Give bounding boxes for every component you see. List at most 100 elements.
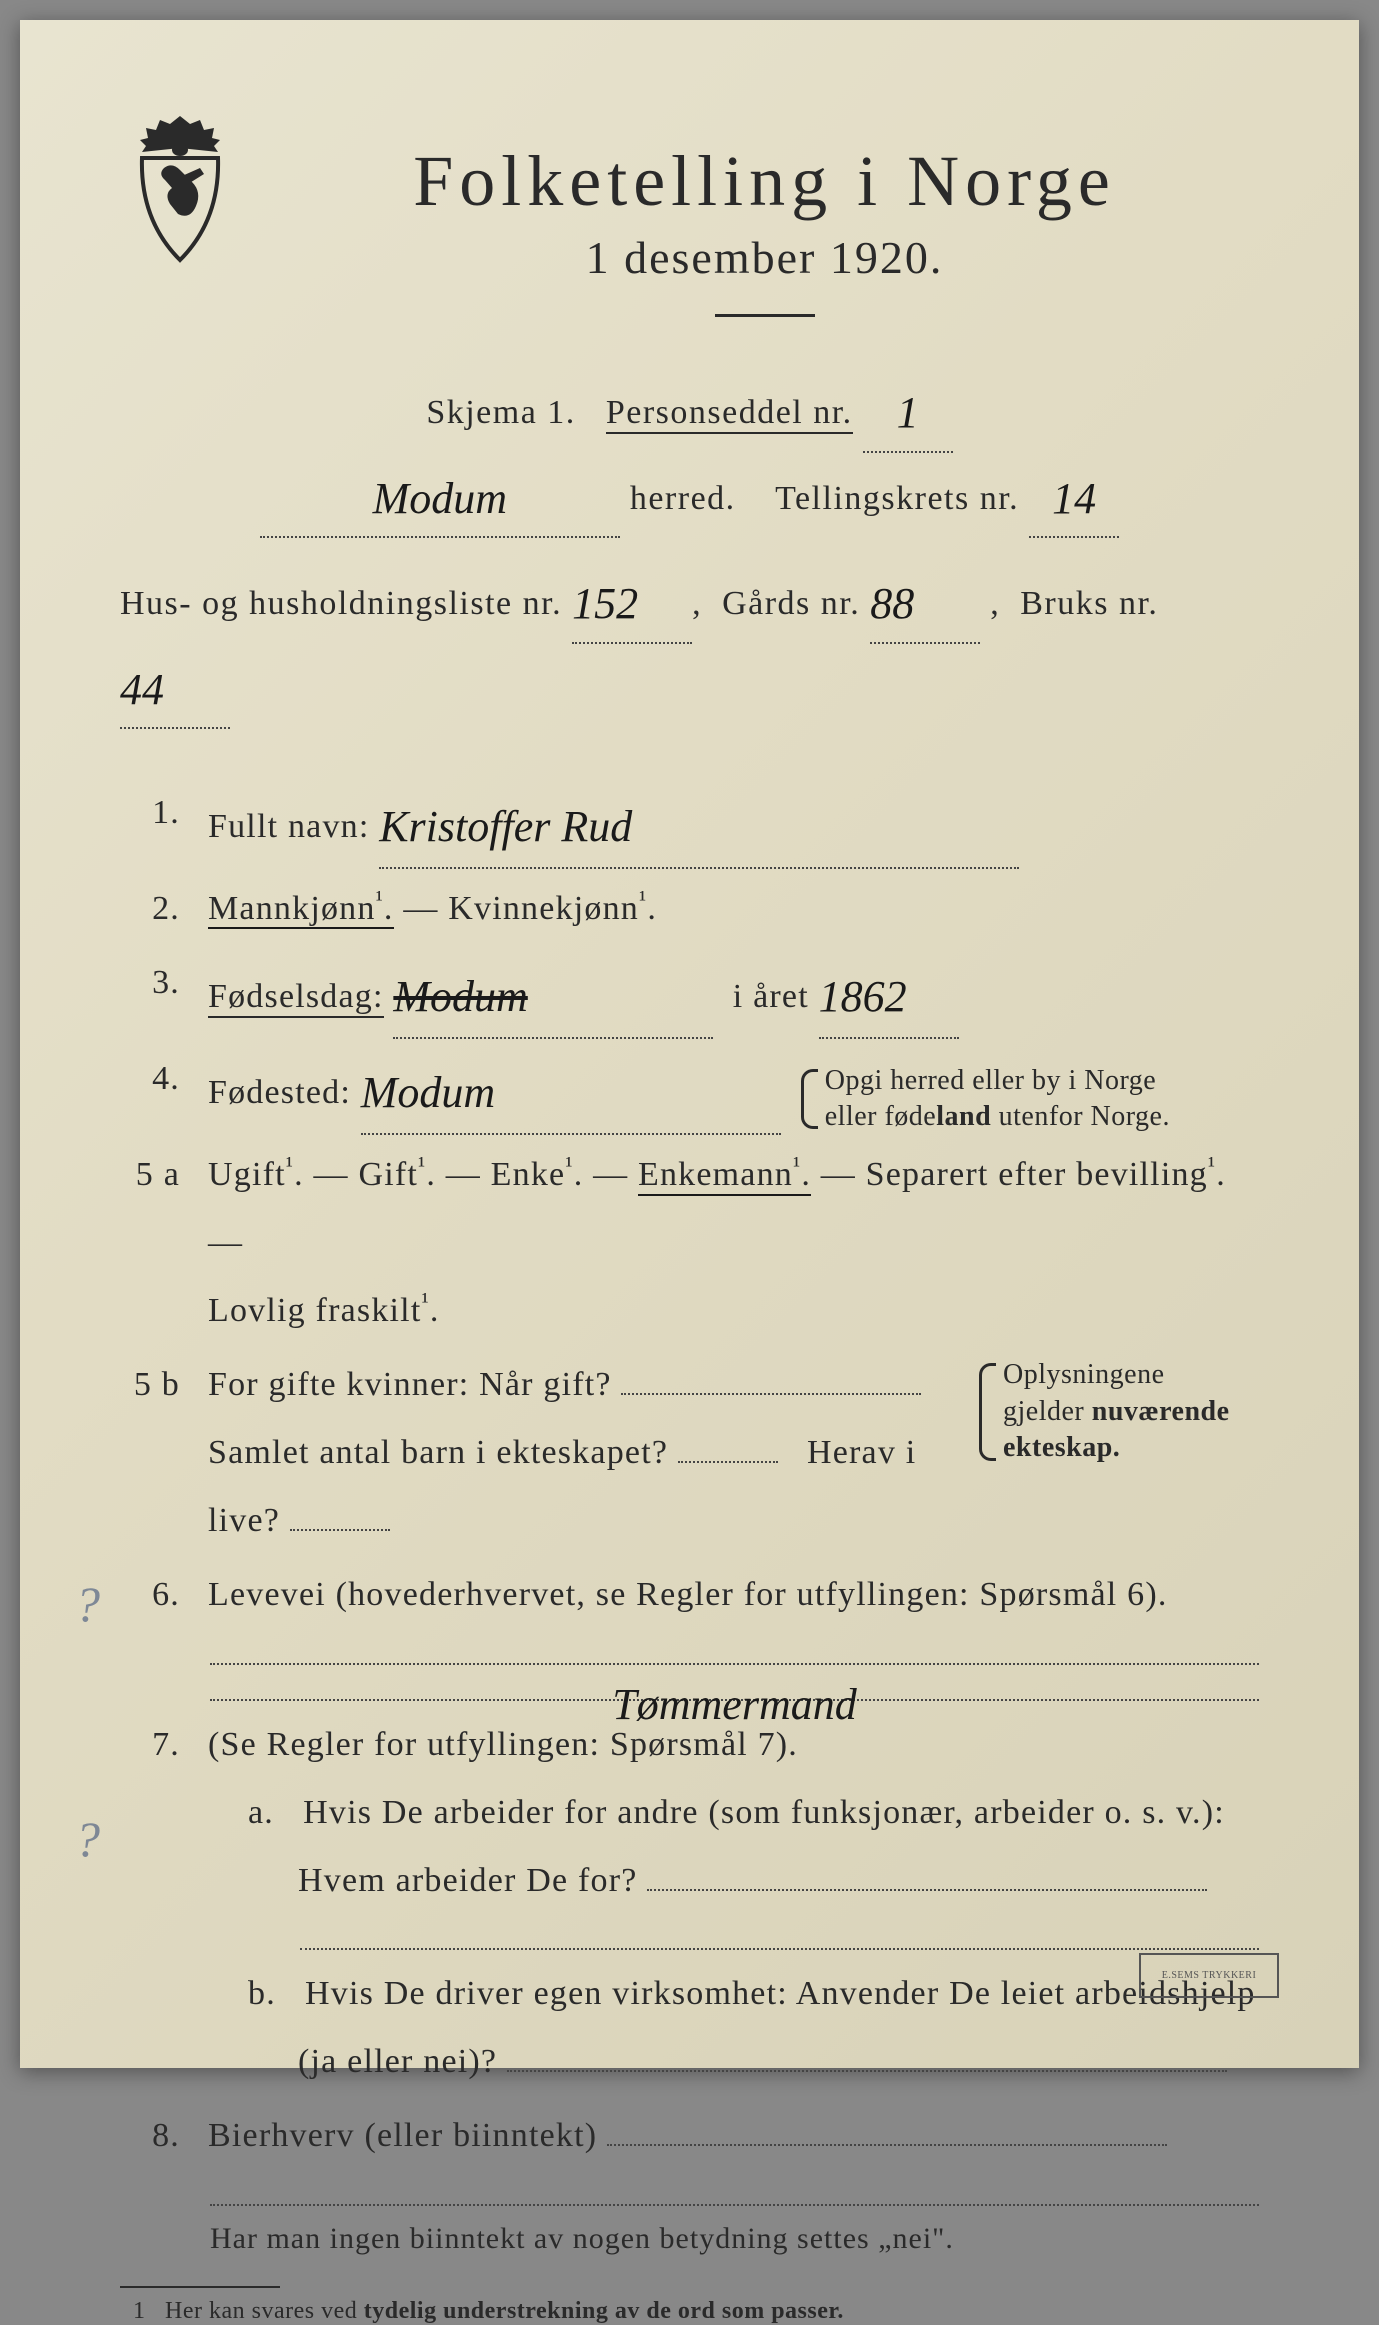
q1-field[interactable]: Kristoffer Rud bbox=[379, 779, 1019, 869]
q6-row: 6. Levevei (hovederhvervet, se Regler fo… bbox=[120, 1561, 1259, 1629]
q3-label: Fødselsdag: bbox=[208, 978, 384, 1018]
title-block: Folketelling i Norge 1 desember 1920. bbox=[270, 140, 1259, 357]
q4-note: Opgi herred eller by i Norge eller fødel… bbox=[801, 1063, 1170, 1136]
header: Folketelling i Norge 1 desember 1920. bbox=[120, 140, 1259, 357]
q5b-note-2: gjelder nuværende bbox=[1003, 1396, 1230, 1427]
dash: — bbox=[208, 1224, 243, 1261]
dash: — bbox=[593, 1156, 638, 1193]
dash: — bbox=[821, 1156, 866, 1193]
q3-year-label: i året bbox=[733, 978, 809, 1015]
q6-value: Tømmermand bbox=[612, 1680, 856, 1729]
q7b-row: b. Hvis De driver egen virksomhet: Anven… bbox=[120, 1960, 1259, 2096]
gards-field[interactable]: 88 bbox=[870, 558, 980, 644]
meta-line-2: Hus- og husholdningsliste nr. 152, Gårds… bbox=[120, 558, 1259, 729]
dash: — bbox=[446, 1156, 491, 1193]
q1-label: Fullt navn: bbox=[208, 808, 370, 845]
footnote-rule bbox=[120, 2286, 280, 2288]
dash: — bbox=[314, 1156, 359, 1193]
bruks-field[interactable]: 44 bbox=[120, 644, 230, 730]
q7a-label2: Hvem arbeider De for? bbox=[298, 1862, 638, 1899]
q4-num: 4. bbox=[120, 1045, 180, 1135]
q7a-field[interactable] bbox=[647, 1889, 1207, 1891]
husliste-field[interactable]: 152 bbox=[572, 558, 692, 644]
q5b-line1-label: For gifte kvinner: Når gift? bbox=[208, 1366, 612, 1403]
q7-row: 7. (Se Regler for utfyllingen: Spørsmål … bbox=[120, 1711, 1259, 1915]
gards-value: 88 bbox=[870, 579, 914, 628]
tellingskrets-label: Tellingskrets nr. bbox=[775, 480, 1019, 517]
q4-row: 4. Fødested: Modum Opgi herred eller by … bbox=[120, 1045, 1259, 1135]
q1-row: 1. Fullt navn: Kristoffer Rud bbox=[120, 779, 1259, 869]
q6-line1[interactable] bbox=[210, 1639, 1259, 1665]
q7-label: (Se Regler for utfyllingen: Spørsmål 7). bbox=[208, 1726, 798, 1763]
q2-row: 2. Mannkjønn. — Kvinnekjønn. bbox=[120, 875, 1259, 943]
q6-label: Levevei (hovederhvervet, se Regler for u… bbox=[208, 1576, 1168, 1613]
q2-mann[interactable]: Mannkjønn. bbox=[208, 890, 394, 929]
q5a-opt2: Enke bbox=[491, 1156, 566, 1193]
q5b-line2a-label: Samlet antal barn i ekteskapet? bbox=[208, 1434, 668, 1471]
q4-note-1: Opgi herred eller by i Norge bbox=[825, 1065, 1157, 1096]
sub-title: 1 desember 1920. bbox=[270, 231, 1259, 284]
q2-mann-text: Mannkjønn bbox=[208, 890, 376, 927]
q5b-barn-field[interactable] bbox=[678, 1461, 778, 1463]
question-list-2: 7. (Se Regler for utfyllingen: Spørsmål … bbox=[120, 1711, 1259, 1915]
tellingskrets-field[interactable]: 14 bbox=[1029, 453, 1119, 539]
q8-line2[interactable] bbox=[210, 2180, 1259, 2206]
question-list-3: b. Hvis De driver egen virksomhet: Anven… bbox=[120, 1960, 1259, 2170]
personseddel-label: Personseddel nr. bbox=[606, 394, 853, 434]
census-form-page: ? ? Folketelling i Norge 1 desember 1920… bbox=[20, 20, 1359, 2068]
q5b-gift-field[interactable] bbox=[621, 1393, 921, 1395]
q3-day-value: Modum bbox=[393, 972, 527, 1021]
q3-day-field[interactable]: Modum bbox=[393, 949, 713, 1039]
footnote: 1 Her kan svares ved tydelig understrekn… bbox=[120, 2298, 1259, 2325]
q8-num: 8. bbox=[120, 2102, 180, 2170]
q7-num: 7. bbox=[120, 1711, 180, 1915]
herred-value: Modum bbox=[373, 474, 507, 523]
q5a-fraskilt[interactable]: Lovlig fraskilt. bbox=[208, 1292, 440, 1329]
q4-note-2: eller fødeland utenfor Norge. bbox=[825, 1101, 1170, 1132]
gards-label: Gårds nr. bbox=[722, 585, 860, 622]
q8-hint: Har man ingen biinntekt av nogen betydni… bbox=[210, 2222, 1259, 2256]
q5b-live-field[interactable] bbox=[290, 1529, 390, 1531]
q2-num: 2. bbox=[120, 875, 180, 943]
q5a-opt3: Enkemann bbox=[638, 1156, 793, 1193]
q5a-separert[interactable]: Separert efter bevilling. bbox=[866, 1156, 1226, 1193]
q3-num: 3. bbox=[120, 949, 180, 1039]
q5a-gift[interactable]: Gift. bbox=[358, 1156, 436, 1193]
herred-field[interactable]: Modum bbox=[260, 453, 620, 539]
q5a-ugift[interactable]: Ugift. bbox=[208, 1156, 304, 1193]
q3-year-value: 1862 bbox=[819, 972, 907, 1021]
q7a-line2[interactable] bbox=[300, 1925, 1259, 1951]
q5a-opt4: Separert efter bevilling bbox=[866, 1156, 1208, 1193]
q4-value: Modum bbox=[361, 1068, 495, 1117]
husliste-value: 152 bbox=[572, 579, 638, 628]
printer-stamp: E.SEMS TRYKKERI bbox=[1139, 1953, 1279, 1998]
q6-num: 6. bbox=[120, 1561, 180, 1629]
q7b-label1: Hvis De driver egen virksomhet: Anvender… bbox=[305, 1975, 1256, 2012]
q4-field[interactable]: Modum bbox=[361, 1045, 781, 1135]
meta-line-1: Skjema 1. Personseddel nr. 1 Modum herre… bbox=[120, 367, 1259, 538]
q5a-enke[interactable]: Enke. bbox=[491, 1156, 584, 1193]
q3-year-field[interactable]: 1862 bbox=[819, 949, 959, 1039]
q5a-opt0: Ugift bbox=[208, 1156, 286, 1193]
q2-kvinne[interactable]: Kvinnekjønn. bbox=[448, 890, 657, 927]
q5a-opt5: Lovlig fraskilt bbox=[208, 1292, 421, 1329]
q5a-num: 5 a bbox=[120, 1141, 180, 1345]
question-list: 1. Fullt navn: Kristoffer Rud 2. Mannkjø… bbox=[120, 779, 1259, 1629]
q5a-enkemann[interactable]: Enkemann. bbox=[638, 1156, 811, 1196]
bruks-value: 44 bbox=[120, 665, 164, 714]
q1-num: 1. bbox=[120, 779, 180, 869]
q8-field[interactable] bbox=[607, 2144, 1167, 2146]
skjema-label: Skjema 1. bbox=[426, 394, 575, 431]
margin-mark-q7: ? bbox=[75, 1575, 100, 1633]
bruks-label: Bruks nr. bbox=[1020, 585, 1158, 622]
q7b-field[interactable] bbox=[507, 2070, 1227, 2072]
q6-line2[interactable]: Tømmermand bbox=[210, 1675, 1259, 1701]
q7a-num: a. bbox=[248, 1794, 274, 1831]
husliste-label: Hus- og husholdningsliste nr. bbox=[120, 585, 562, 622]
q8-row: 8. Bierhverv (eller biinntekt) bbox=[120, 2102, 1259, 2170]
q5a-row: 5 a Ugift. — Gift. — Enke. — Enkemann. —… bbox=[120, 1141, 1259, 1345]
q5b-note-3: ekteskap. bbox=[1003, 1432, 1120, 1463]
personseddel-field[interactable]: 1 bbox=[863, 367, 953, 453]
herred-label: herred. bbox=[630, 480, 736, 517]
margin-mark-q8: ? bbox=[75, 1810, 100, 1868]
